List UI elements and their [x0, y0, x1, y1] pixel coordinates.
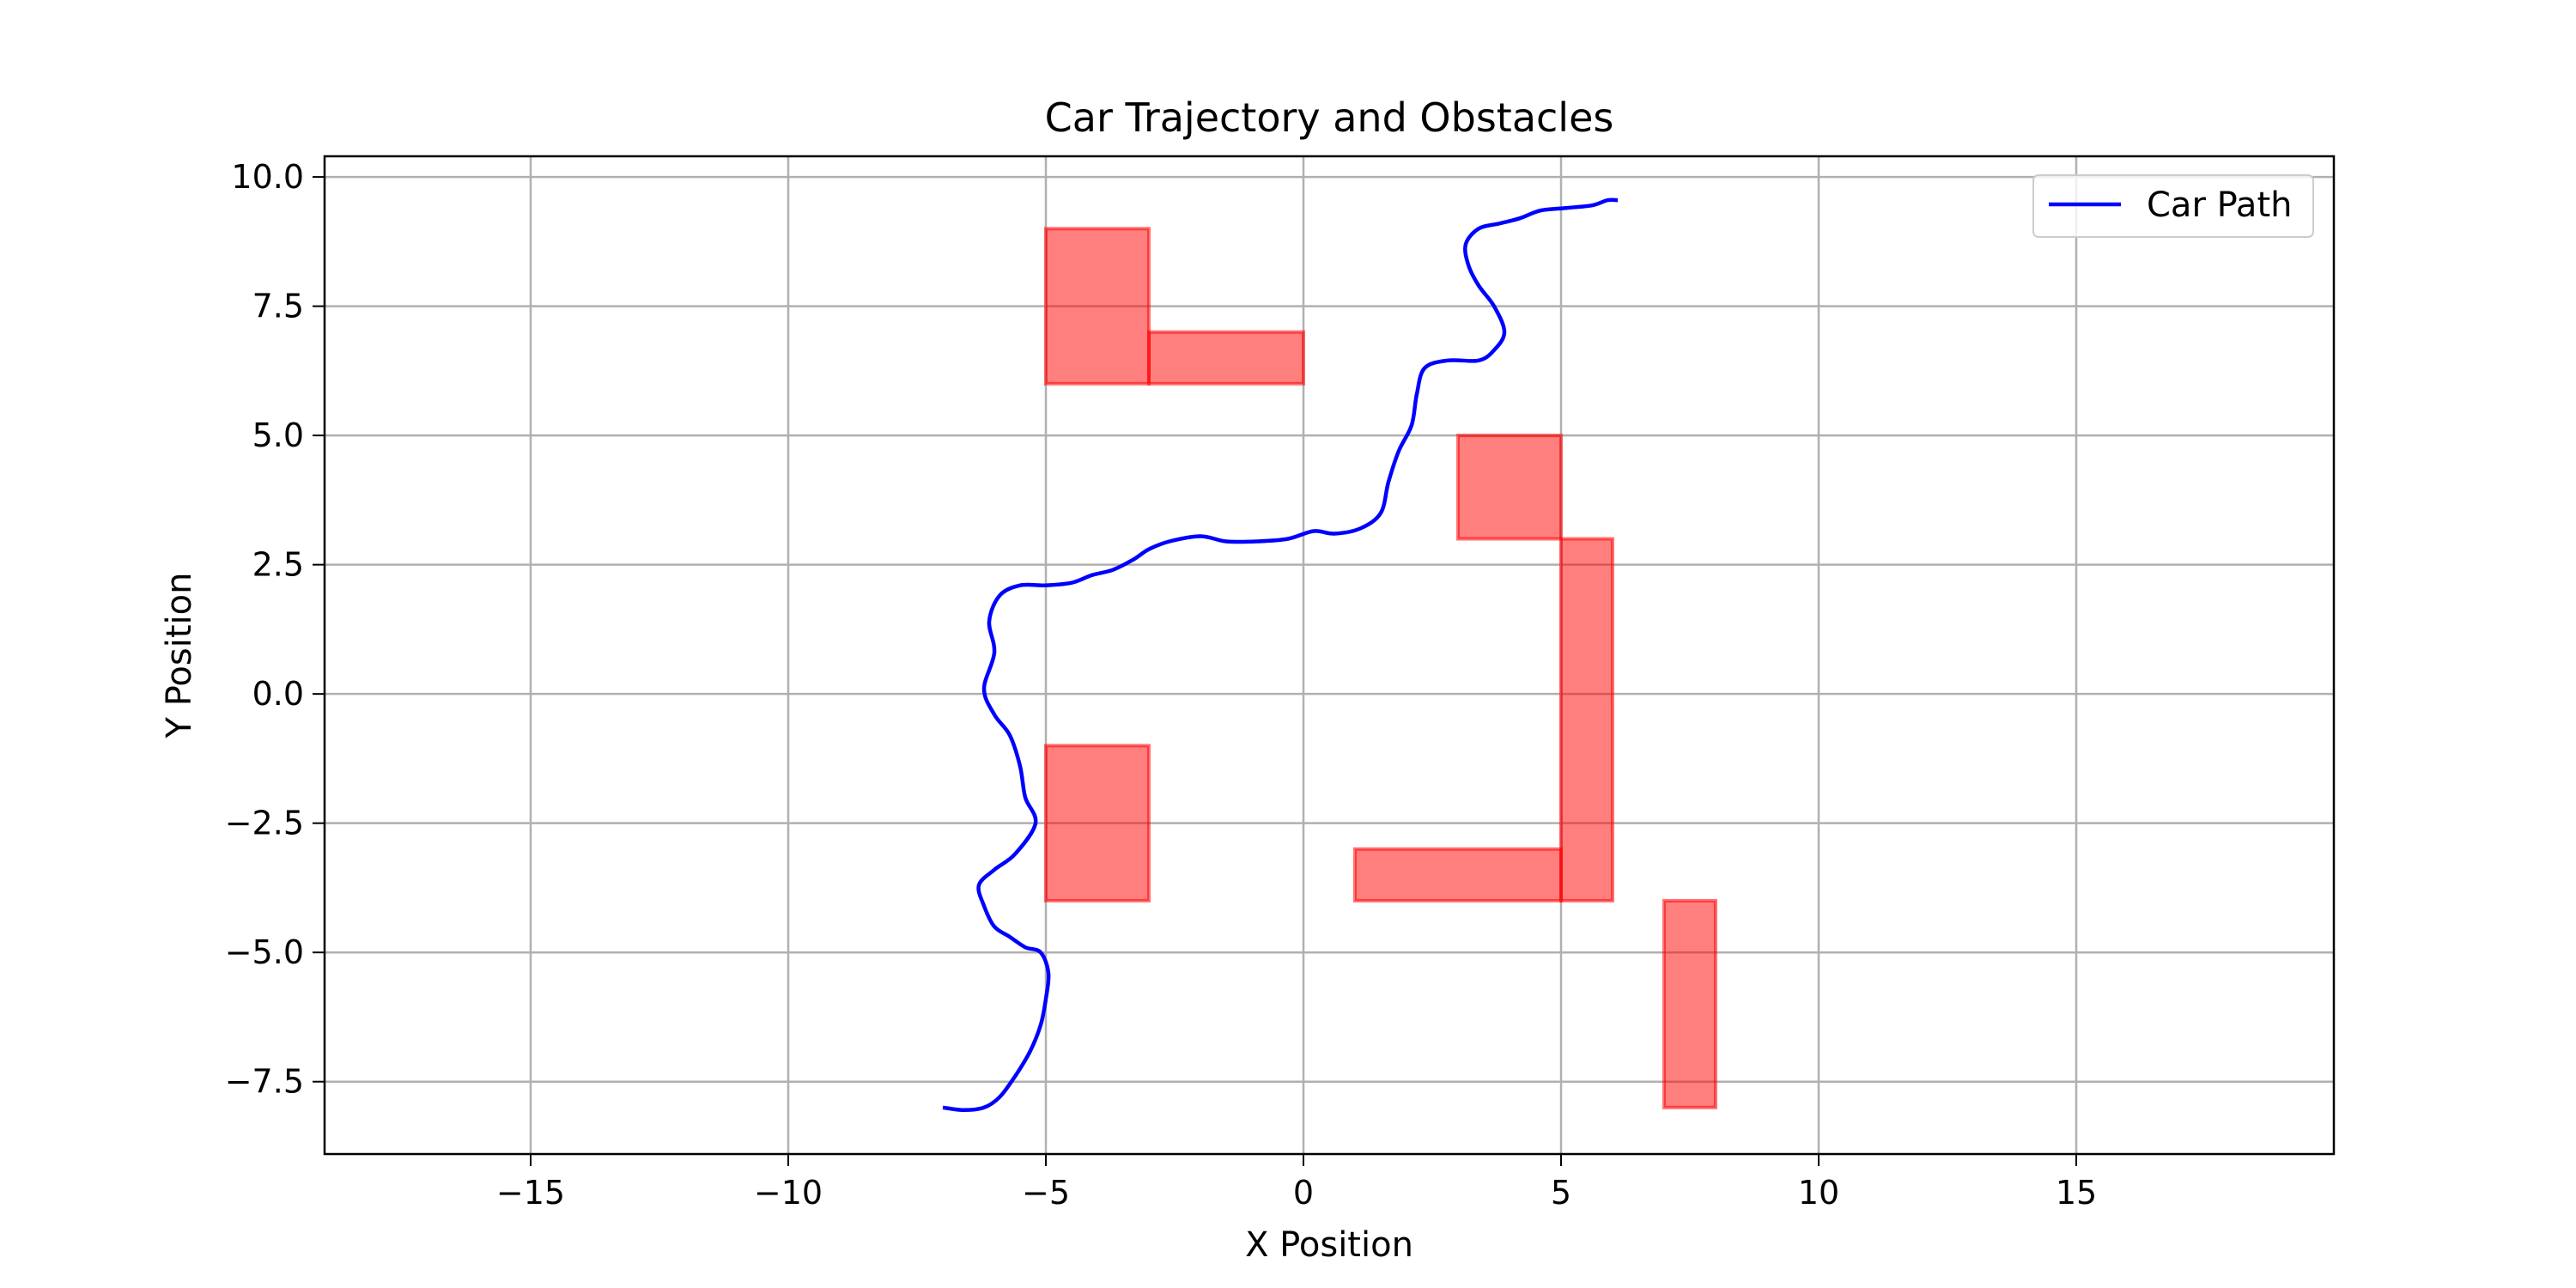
car-path — [942, 197, 1619, 1113]
obstacle-rect — [1147, 330, 1305, 386]
y-tick-label: 7.5 — [252, 288, 304, 325]
axis-ticks: −15 −10 −5 0 5 10 15 −7.5 −5.0 −2.5 0.0 2.5 5.0 7.5 10… — [225, 158, 2097, 1212]
x-tick-label: −15 — [496, 1174, 565, 1212]
chart-title: Car Trajectory and Obstacles — [1045, 94, 1614, 141]
obstacle-rect — [1353, 847, 1563, 902]
y-axis-title: Y Position — [160, 573, 199, 739]
plot-frame — [323, 155, 2336, 1156]
y-tick-label: 0.0 — [252, 675, 304, 713]
obstacles — [1044, 227, 1717, 1109]
x-tick-label: 10 — [1798, 1174, 1839, 1212]
x-axis-title: X Position — [1245, 1225, 1413, 1265]
y-tick-label: 2.5 — [252, 546, 304, 584]
obstacle-rect — [1559, 537, 1614, 902]
x-tick-label: 15 — [2056, 1174, 2097, 1212]
obstacle-rect — [1044, 744, 1151, 902]
x-tick-label: 0 — [1293, 1174, 1314, 1212]
x-tick-label: −5 — [1022, 1174, 1070, 1212]
x-tick-label: 5 — [1551, 1174, 1571, 1212]
obstacle-rect — [1662, 898, 1717, 1109]
y-tick-label: −7.5 — [225, 1063, 304, 1101]
y-tick-label: 10.0 — [231, 158, 304, 196]
obstacle-rect — [1456, 434, 1563, 541]
car-path-line — [942, 197, 1619, 1113]
obstacle-rect — [1044, 227, 1151, 386]
y-tick-label: −2.5 — [225, 805, 304, 842]
x-tick-label: −10 — [754, 1174, 823, 1212]
legend-box — [2032, 174, 2314, 238]
y-tick-label: 5.0 — [252, 416, 304, 454]
legend: Car Path — [2032, 174, 2314, 238]
legend-label: Car Path — [2147, 185, 2292, 225]
y-tick-label: −5.0 — [225, 933, 304, 971]
